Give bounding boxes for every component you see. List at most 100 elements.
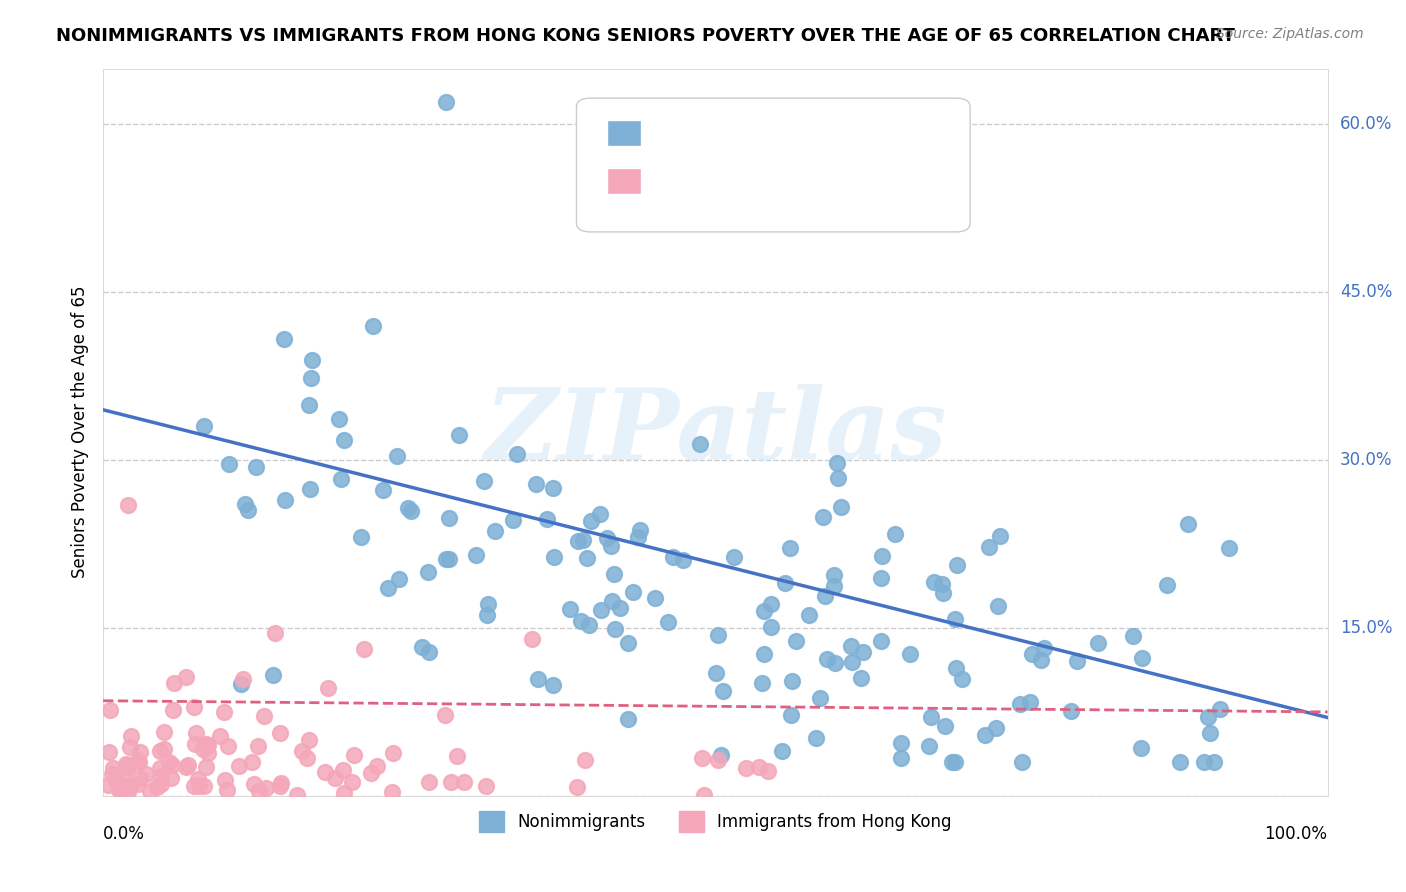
Point — [135, 767, 157, 781]
Point — [475, 780, 498, 794]
Point — [349, 530, 371, 544]
Point — [890, 736, 912, 750]
Point — [115, 780, 138, 794]
Point — [270, 776, 292, 790]
Point — [382, 746, 405, 760]
Point — [323, 771, 346, 785]
Point — [187, 772, 209, 786]
Point — [541, 678, 564, 692]
Point — [387, 449, 409, 463]
Point — [120, 729, 142, 743]
Point — [761, 598, 783, 612]
Point — [543, 550, 565, 565]
Point — [527, 673, 550, 687]
Point — [191, 742, 214, 756]
Point — [453, 775, 475, 789]
Point — [434, 552, 457, 566]
Point — [101, 761, 124, 775]
Point — [1059, 704, 1081, 718]
Point — [707, 753, 730, 767]
Point — [439, 552, 461, 566]
Point — [146, 780, 169, 794]
Point — [245, 459, 267, 474]
Point — [603, 566, 626, 581]
Point — [117, 785, 139, 799]
Point — [149, 769, 172, 783]
Point — [770, 744, 793, 758]
Point — [152, 725, 174, 739]
Point — [418, 645, 440, 659]
Point — [825, 456, 848, 470]
Point — [174, 759, 197, 773]
Point — [411, 640, 433, 654]
Point — [600, 539, 623, 553]
Text: R = -0.725   N = 147: R = -0.725 N = 147 — [652, 124, 856, 142]
Point — [162, 703, 184, 717]
Point — [418, 775, 440, 789]
Point — [1218, 541, 1240, 555]
Point — [627, 530, 650, 544]
Point — [129, 745, 152, 759]
Point — [298, 482, 321, 496]
Point — [579, 514, 602, 528]
Point — [502, 513, 524, 527]
Text: ZIPatlas: ZIPatlas — [484, 384, 946, 481]
Point — [184, 726, 207, 740]
Point — [1156, 578, 1178, 592]
Point — [752, 647, 775, 661]
Point — [256, 780, 278, 795]
Point — [780, 708, 803, 723]
Point — [756, 764, 779, 778]
Point — [672, 553, 695, 567]
Point — [830, 500, 852, 514]
Point — [779, 541, 801, 555]
Point — [139, 783, 162, 797]
Point — [197, 746, 219, 760]
Point — [163, 676, 186, 690]
Point — [273, 493, 295, 508]
Point — [342, 747, 364, 762]
Point — [898, 647, 921, 661]
Point — [849, 671, 872, 685]
Point — [1129, 741, 1152, 756]
Point — [890, 751, 912, 765]
Point — [628, 524, 651, 538]
Point — [1021, 647, 1043, 661]
Point — [193, 418, 215, 433]
Point — [609, 601, 631, 615]
Point — [560, 602, 582, 616]
Point — [434, 95, 457, 109]
Point — [465, 548, 488, 562]
Point — [1010, 698, 1032, 712]
Point — [689, 436, 711, 450]
Point — [806, 731, 828, 745]
Point — [574, 753, 596, 767]
Point — [195, 737, 218, 751]
Point — [128, 755, 150, 769]
Text: 30.0%: 30.0% — [1340, 451, 1392, 469]
Point — [617, 636, 640, 650]
Point — [162, 758, 184, 772]
Point — [1209, 702, 1232, 716]
Point — [839, 639, 862, 653]
Text: 45.0%: 45.0% — [1340, 284, 1392, 301]
Text: Source: ZipAtlas.com: Source: ZipAtlas.com — [1216, 27, 1364, 41]
Point — [328, 412, 350, 426]
Point — [1199, 726, 1222, 740]
Point — [353, 642, 375, 657]
Text: 100.0%: 100.0% — [1264, 825, 1327, 843]
Point — [316, 681, 339, 695]
Point — [1192, 756, 1215, 770]
Point — [693, 789, 716, 803]
Point — [945, 558, 967, 572]
Point — [572, 533, 595, 548]
Point — [150, 777, 173, 791]
Point — [228, 759, 250, 773]
Point — [437, 510, 460, 524]
Point — [149, 761, 172, 775]
Point — [232, 672, 254, 686]
Point — [748, 759, 770, 773]
Point — [811, 509, 834, 524]
Point — [920, 709, 942, 723]
Point — [1168, 756, 1191, 770]
